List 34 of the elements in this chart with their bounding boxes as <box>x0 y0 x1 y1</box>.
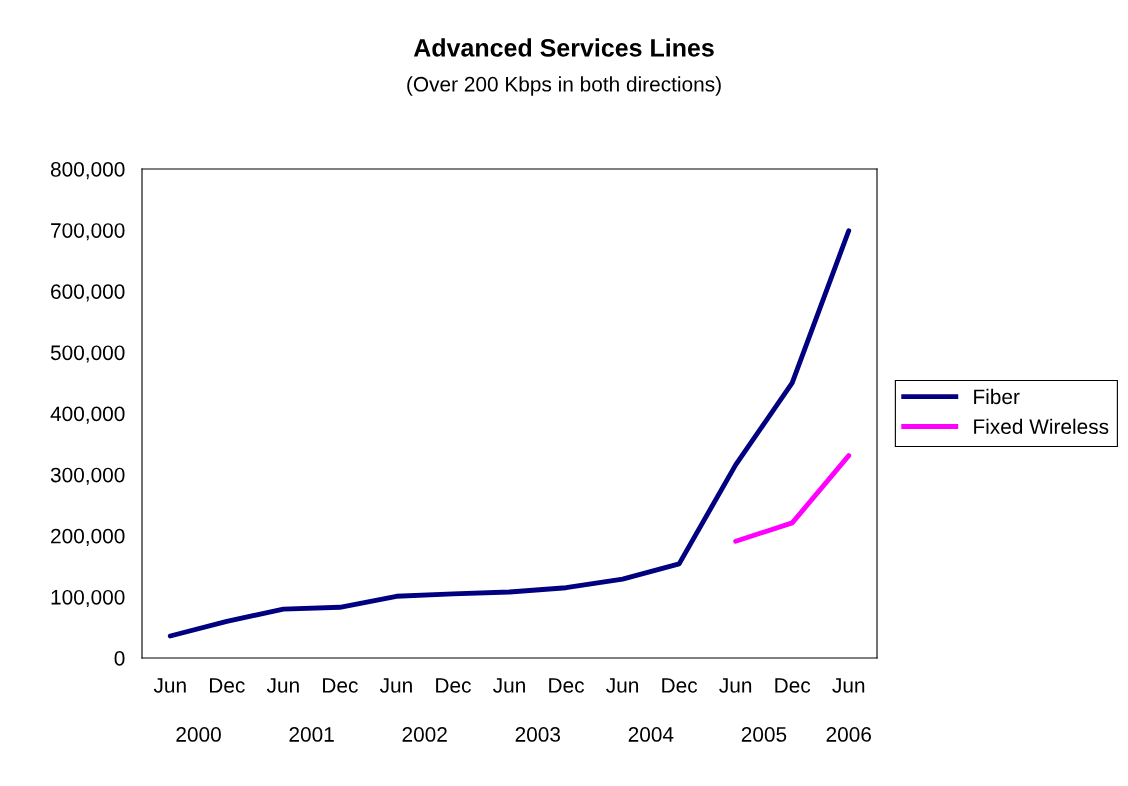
line-series <box>167 228 852 639</box>
y-tick-label: 700,000 <box>51 223 125 241</box>
y-tick-label: 300,000 <box>50 467 125 485</box>
x-tick-label: Dec <box>549 678 585 693</box>
text: 2000 <box>176 727 221 742</box>
x-tick-label: Jun <box>832 678 865 693</box>
x-tick-label: Dec <box>436 678 471 693</box>
text: 2002 <box>402 727 447 742</box>
y-tick-label: 800,000 <box>50 162 125 180</box>
x-tick-label: Jun <box>493 678 525 693</box>
y-tick-label: 100,000 <box>51 589 125 608</box>
y-tick-label: 0 <box>114 651 125 666</box>
y-tick-label: 500,000 <box>50 345 125 363</box>
chart-subtitle: (Over 200 Kbps in both directions) <box>407 76 721 96</box>
text: 2003 <box>515 727 561 742</box>
x-tick-label: Jun <box>719 678 752 693</box>
x-tick-label: Dec <box>209 678 245 693</box>
text: 2001 <box>289 727 334 742</box>
x-tick-label: Jun <box>606 678 639 693</box>
x-tick-label: Jun <box>266 678 299 693</box>
x-tick-label: Dec <box>662 678 698 693</box>
legend-label: Fixed Wireless <box>974 418 1109 435</box>
text: 2004 <box>628 727 674 742</box>
y-tick-label: 600,000 <box>51 284 125 302</box>
text: 2006 <box>826 727 871 742</box>
text: 2005 <box>741 727 787 742</box>
y-tick-label: 400,000 <box>50 406 125 424</box>
legend-label: Fiber <box>974 388 1020 405</box>
x-tick-label: Dec <box>775 678 811 693</box>
x-tick-label: Dec <box>323 678 358 693</box>
x-tick-label: Jun <box>153 678 186 693</box>
y-tick-label: 200,000 <box>51 528 125 546</box>
x-tick-label: Jun <box>379 678 412 693</box>
chart-title: Advanced Services Lines <box>413 38 714 57</box>
